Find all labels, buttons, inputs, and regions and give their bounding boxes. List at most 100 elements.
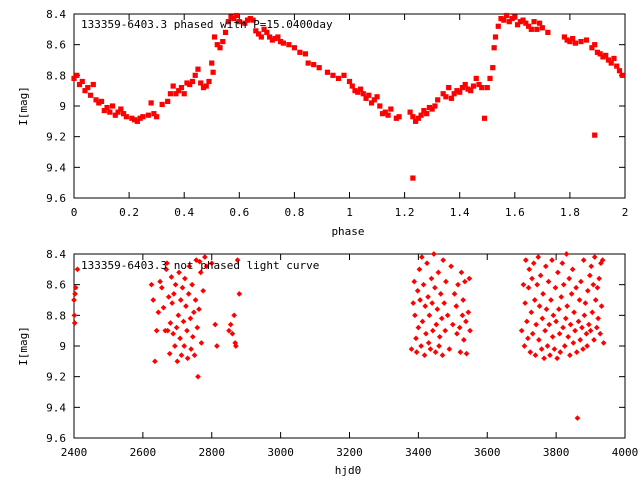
data-point — [417, 297, 423, 303]
data-point — [527, 349, 534, 355]
data-point — [129, 115, 135, 121]
data-point — [200, 287, 206, 294]
data-point — [71, 312, 78, 319]
data-point — [181, 91, 187, 97]
data-point — [539, 25, 545, 31]
data-point — [429, 300, 435, 306]
data-point — [600, 54, 606, 60]
y-tick-label: 9.6 — [46, 192, 66, 205]
data-point — [188, 346, 194, 352]
data-point — [616, 68, 623, 74]
data-point — [368, 100, 375, 106]
data-point — [186, 263, 193, 270]
data-point — [432, 349, 439, 355]
data-points — [71, 251, 607, 421]
data-point — [96, 100, 102, 106]
data-point — [619, 72, 625, 78]
data-point — [575, 318, 582, 325]
x-tick-label: 1 — [346, 206, 353, 219]
y-tick-label: 8.8 — [46, 309, 66, 322]
data-point — [220, 39, 226, 45]
data-point — [74, 72, 80, 78]
data-point — [178, 352, 185, 359]
data-point — [446, 346, 453, 352]
phased-light-curve-panel: 0 0.2 0.4 0.6 0.8 1 1.2 1.4 1.6 1.8 2 8.4 8.6 8.8 9 9.2… — [17, 8, 628, 238]
data-point — [577, 337, 584, 343]
data-point — [598, 303, 605, 309]
data-point — [261, 26, 267, 32]
data-point — [556, 306, 562, 313]
y-tick-label: 9.2 — [46, 131, 66, 144]
data-point — [557, 349, 564, 355]
data-point — [410, 175, 416, 181]
data-point — [410, 300, 417, 306]
data-point — [247, 16, 253, 22]
data-point — [115, 109, 121, 115]
data-point — [85, 85, 91, 91]
data-point — [416, 266, 423, 273]
data-point — [148, 281, 155, 288]
data-point — [173, 91, 179, 97]
data-point — [571, 309, 577, 316]
data-point — [172, 343, 178, 349]
data-point — [176, 269, 182, 276]
data-point — [225, 19, 231, 25]
data-point — [233, 343, 239, 349]
data-point — [528, 309, 535, 316]
data-point — [535, 254, 542, 260]
x-tick-label: 3800 — [543, 446, 570, 459]
data-point — [509, 16, 515, 22]
data-point — [564, 37, 570, 43]
data-point — [272, 35, 278, 42]
y-axis-label: I[mag] — [17, 326, 30, 366]
data-point — [562, 315, 569, 322]
x-tick-label: 4000 — [612, 446, 639, 459]
data-point — [449, 321, 456, 328]
data-point — [226, 327, 232, 334]
data-point — [182, 275, 188, 282]
data-point — [166, 350, 173, 357]
data-point — [594, 49, 601, 55]
data-point — [460, 297, 466, 303]
data-point — [458, 269, 465, 276]
data-point — [165, 294, 172, 300]
data-point — [184, 355, 191, 362]
data-point — [525, 23, 532, 29]
data-point — [418, 343, 424, 349]
x-tick-label: 0 — [71, 206, 78, 219]
data-point — [467, 327, 473, 334]
data-point — [542, 327, 548, 334]
data-point — [371, 97, 377, 103]
data-point — [581, 312, 588, 319]
axis-ticks: 0 0.2 0.4 0.6 0.8 1 1.2 1.4 1.6 1.8 2 8.4 8.6 8.8 9 9.2… — [46, 8, 628, 219]
data-point — [542, 263, 549, 270]
data-point — [258, 34, 264, 40]
data-point — [546, 321, 553, 328]
data-point — [526, 266, 533, 273]
data-point — [468, 88, 474, 94]
data-point — [555, 269, 561, 276]
data-point — [522, 300, 528, 306]
data-point — [539, 315, 546, 322]
data-point — [255, 31, 262, 37]
data-point — [280, 40, 286, 46]
data-point — [415, 324, 422, 331]
data-point — [567, 352, 573, 359]
data-point — [140, 114, 146, 120]
data-point — [150, 297, 157, 303]
data-point — [576, 297, 583, 303]
data-point — [564, 303, 570, 309]
data-point — [250, 17, 256, 23]
data-point — [396, 114, 402, 120]
data-point — [597, 51, 603, 57]
data-point — [410, 114, 416, 120]
data-point — [438, 315, 445, 322]
data-point — [579, 324, 585, 331]
data-point — [591, 337, 597, 343]
data-point — [187, 315, 194, 322]
data-point — [567, 321, 574, 328]
data-point — [200, 85, 207, 91]
data-point — [269, 37, 275, 43]
data-point — [242, 20, 248, 26]
